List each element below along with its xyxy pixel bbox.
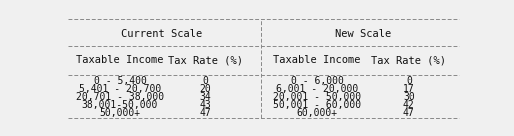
Text: Tax Rate (%): Tax Rate (%) <box>371 55 446 65</box>
Text: 34: 34 <box>200 92 212 102</box>
Text: 6,001 - 20,000: 6,001 - 20,000 <box>276 84 358 94</box>
Text: 20,701 - 38,000: 20,701 - 38,000 <box>76 92 164 102</box>
Text: 20: 20 <box>200 84 212 94</box>
Text: 38,001-50,000: 38,001-50,000 <box>82 100 158 110</box>
Text: 42: 42 <box>403 100 415 110</box>
Text: 0: 0 <box>406 76 412 86</box>
Text: 17: 17 <box>403 84 415 94</box>
Text: 43: 43 <box>200 100 212 110</box>
Text: 50,000+: 50,000+ <box>99 108 141 118</box>
Text: 50,001 - 60,000: 50,001 - 60,000 <box>273 100 361 110</box>
Text: 47: 47 <box>403 108 415 118</box>
Text: 0: 0 <box>203 76 209 86</box>
Text: 0 - 5,400: 0 - 5,400 <box>94 76 146 86</box>
Text: Taxable Income: Taxable Income <box>76 55 164 65</box>
Text: New Scale: New Scale <box>335 29 391 39</box>
Text: 30: 30 <box>403 92 415 102</box>
Text: 0 - 6,000: 0 - 6,000 <box>291 76 344 86</box>
Text: Current Scale: Current Scale <box>121 29 203 39</box>
Text: 60,000+: 60,000+ <box>297 108 338 118</box>
Text: Tax Rate (%): Tax Rate (%) <box>168 55 243 65</box>
Text: 5,401 - 20,700: 5,401 - 20,700 <box>79 84 161 94</box>
Text: 20,001 - 50,000: 20,001 - 50,000 <box>273 92 361 102</box>
Text: 47: 47 <box>200 108 212 118</box>
Text: Taxable Income: Taxable Income <box>273 55 361 65</box>
